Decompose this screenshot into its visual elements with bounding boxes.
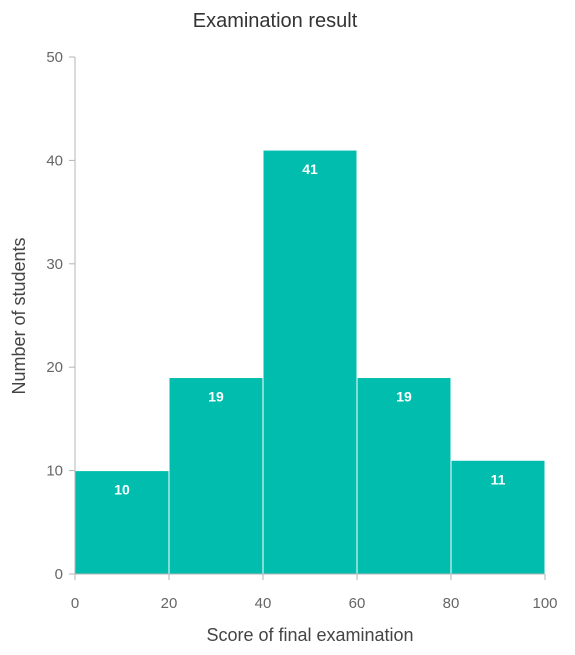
x-tick-label-0: 0 [71,595,79,612]
x-axis-title: Score of final examination [206,625,413,645]
data-label-3: 19 [396,389,412,405]
x-axis: 0 20 40 60 80 100 [71,573,558,612]
x-tick-label-5: 100 [532,595,557,612]
bar-1 [168,377,264,575]
bar-2 [262,149,358,575]
x-tick-label-2: 40 [255,595,272,612]
y-axis: 0 10 20 30 40 50 [46,49,76,583]
bar-0 [74,470,170,575]
chart-title: Examination result [193,10,358,32]
data-label-0: 10 [114,482,130,498]
y-tick-label-4: 40 [46,152,63,169]
x-tick-label-4: 80 [443,595,460,612]
x-tick-label-1: 20 [161,595,178,612]
data-label-4: 11 [491,471,506,487]
y-tick-label-2: 20 [46,359,63,376]
y-axis-title: Number of students [9,237,29,394]
data-label-2: 41 [302,161,318,177]
y-tick-label-1: 10 [46,463,63,480]
bar-4 [450,459,546,575]
y-tick-label-5: 50 [46,49,63,66]
x-tick-label-3: 60 [349,595,366,612]
bars-group: 10 19 41 19 11 [74,149,546,575]
y-tick-label-3: 30 [46,256,63,273]
bar-3 [356,377,452,575]
data-label-1: 19 [208,389,224,405]
y-tick-label-0: 0 [55,566,63,583]
